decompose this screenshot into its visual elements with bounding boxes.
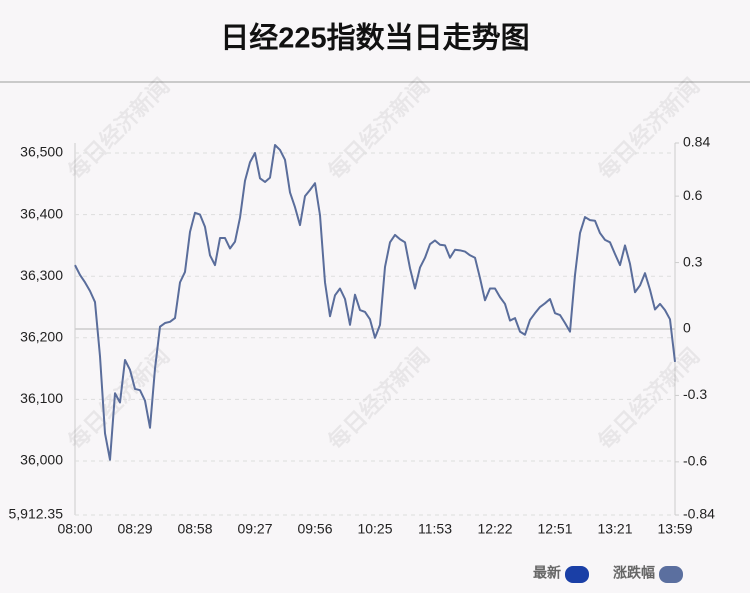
y2-tick-label: 0.84 (683, 134, 710, 150)
x-tick-label: 10:25 (357, 521, 392, 537)
x-tick-label: 09:56 (297, 521, 332, 537)
y-tick-label: 36,400 (20, 205, 63, 221)
legend-label: 最新 (533, 565, 561, 581)
y-tick-label: 36,000 (20, 452, 63, 468)
x-tick-label: 08:29 (117, 521, 152, 537)
legend-swatch (565, 566, 589, 583)
y2-tick-label: 0.3 (683, 253, 703, 269)
legend-swatch (659, 566, 683, 583)
y2-tick-label: -0.6 (683, 453, 707, 469)
x-tick-label: 13:21 (597, 521, 632, 537)
y2-tick-label: 0.6 (683, 187, 703, 203)
watermark: 每日经济新闻 (323, 73, 434, 184)
y-tick-label: 36,500 (20, 144, 63, 160)
y-tick-label: 5,912.35 (9, 506, 64, 522)
chart-title: 日经225指数当日走势图 (220, 21, 529, 55)
x-tick-label: 08:58 (177, 521, 212, 537)
x-tick-label: 11:53 (418, 521, 452, 537)
price-line (74, 144, 676, 461)
y2-tick-label: -0.3 (683, 386, 707, 402)
y2-tick-label: 0 (683, 320, 691, 336)
y-tick-label: 36,200 (20, 329, 63, 345)
y2-tick-label: -0.84 (683, 506, 715, 522)
x-tick-label: 12:51 (537, 521, 572, 537)
watermark: 每日经济新闻 (593, 73, 704, 184)
y-tick-label: 36,100 (20, 390, 63, 406)
x-tick-label: 08:00 (57, 521, 92, 537)
x-tick-label: 09:27 (237, 521, 272, 537)
legend-label: 涨跌幅 (613, 565, 655, 581)
y-tick-label: 36,300 (20, 267, 63, 283)
x-tick-label: 13:59 (657, 521, 692, 537)
x-tick-label: 12:22 (477, 521, 512, 537)
watermark: 每日经济新闻 (63, 73, 174, 184)
watermark: 每日经济新闻 (323, 343, 434, 454)
